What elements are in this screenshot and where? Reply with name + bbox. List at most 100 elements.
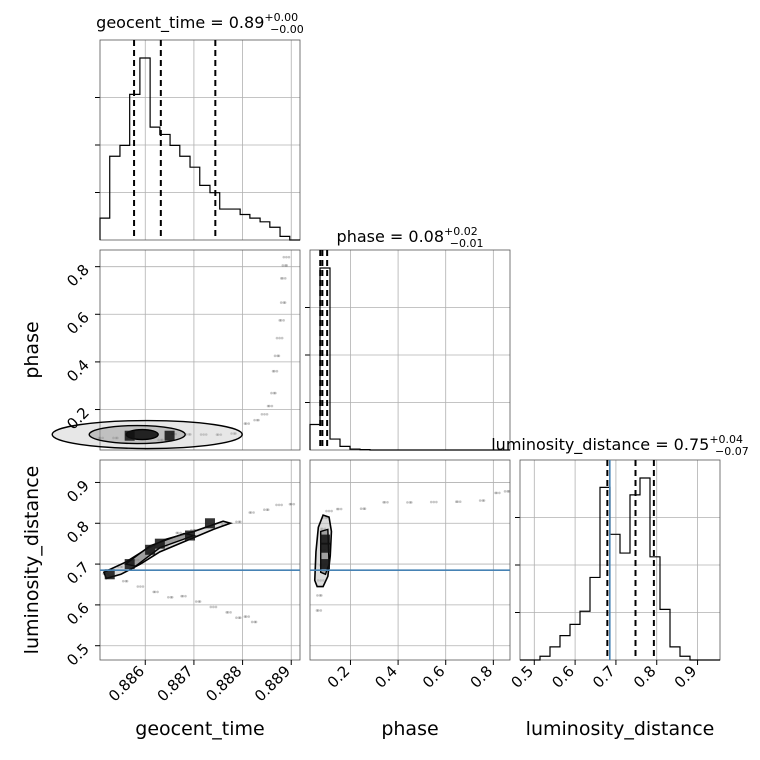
scatter-point bbox=[285, 255, 288, 259]
scatter-point bbox=[230, 432, 233, 435]
scatter-point bbox=[244, 422, 248, 425]
scatter-point bbox=[284, 264, 287, 267]
y-tick-label: 0.6 bbox=[63, 599, 93, 629]
scatter-point bbox=[283, 301, 287, 304]
scatter-point bbox=[180, 594, 183, 598]
scatter-point bbox=[506, 490, 509, 493]
scatter-point bbox=[275, 503, 278, 507]
scatter-point bbox=[260, 412, 264, 416]
scatter-point bbox=[212, 605, 215, 609]
scatter-point bbox=[159, 438, 163, 442]
scatter-point bbox=[481, 499, 485, 502]
x-tick-label: 0.4 bbox=[371, 662, 401, 692]
scatter-point bbox=[253, 418, 256, 422]
scatter-point bbox=[152, 590, 155, 594]
scatter-point bbox=[283, 277, 287, 280]
density-block bbox=[124, 430, 135, 441]
x-tick-label: 0.2 bbox=[324, 662, 354, 692]
density-block bbox=[320, 534, 330, 545]
scatter-point bbox=[243, 422, 247, 425]
scatter-point bbox=[277, 354, 281, 358]
panel-frame bbox=[519, 459, 721, 661]
scatter-point bbox=[255, 418, 259, 422]
scatter-point bbox=[386, 500, 389, 504]
y-axis-label: luminosity_distance bbox=[21, 466, 43, 655]
scatter-point bbox=[339, 507, 343, 511]
scatter-point bbox=[319, 609, 323, 612]
scatter-point bbox=[234, 432, 237, 435]
y-tick-label: 0.8 bbox=[63, 517, 93, 547]
x-tick-label: 0.8 bbox=[630, 662, 660, 692]
scatter-point bbox=[327, 509, 331, 513]
density-block bbox=[185, 530, 196, 541]
scatter-point bbox=[202, 433, 205, 436]
scatter-point bbox=[275, 369, 279, 373]
scatter-point bbox=[237, 616, 241, 620]
panel-frame bbox=[309, 459, 511, 661]
scatter-point bbox=[254, 620, 258, 624]
scatter-point bbox=[498, 491, 501, 495]
scatter-point bbox=[225, 611, 228, 614]
y-axis-label: phase bbox=[21, 321, 43, 378]
scatter-point bbox=[315, 609, 319, 612]
scatter-point bbox=[214, 605, 218, 609]
scatter-point bbox=[281, 277, 284, 280]
panel-title-geocent_time: geocent_time = 0.89+0.00 −0.00 bbox=[96, 11, 304, 36]
scatter-point bbox=[97, 436, 101, 440]
scatter-point bbox=[335, 507, 339, 511]
scatter-point bbox=[248, 511, 252, 514]
scatter-point bbox=[277, 503, 281, 507]
scatter-point bbox=[153, 590, 157, 594]
scatter-point bbox=[279, 301, 283, 304]
scatter-point bbox=[235, 616, 238, 620]
scatter-point bbox=[141, 585, 145, 588]
scatter-point bbox=[282, 301, 286, 304]
scatter-point bbox=[281, 264, 285, 267]
panel-distance-vs-phase bbox=[309, 459, 511, 661]
panel-hist-phase bbox=[305, 249, 511, 451]
scatter-point bbox=[257, 418, 260, 422]
scatter-point bbox=[429, 500, 433, 504]
scatter-point bbox=[280, 277, 283, 280]
panel-hist-geocent_time bbox=[95, 39, 301, 241]
scatter-point bbox=[318, 594, 322, 597]
panel-title-luminosity_distance: luminosity_distance = 0.75+0.04 −0.07 bbox=[491, 433, 749, 458]
panels-layer bbox=[51, 39, 721, 661]
density-block bbox=[154, 538, 165, 549]
scatter-point bbox=[287, 255, 291, 259]
scatter-point bbox=[271, 369, 275, 373]
density-block bbox=[320, 559, 330, 570]
scatter-point bbox=[280, 503, 283, 507]
scatter-point bbox=[247, 615, 251, 618]
scatter-point bbox=[274, 391, 277, 395]
scatter-point bbox=[198, 600, 202, 603]
panel-distance-vs-geocent_time bbox=[99, 459, 301, 661]
scatter-point bbox=[482, 499, 486, 502]
scatter-point bbox=[229, 611, 232, 614]
histogram-geocent_time bbox=[99, 57, 300, 241]
scatter-point bbox=[265, 412, 269, 416]
scatter-point bbox=[278, 319, 282, 322]
y-tick-label: 0.4 bbox=[63, 356, 93, 386]
panel-frame bbox=[99, 39, 301, 241]
scatter-point bbox=[174, 432, 178, 436]
scatter-point bbox=[292, 502, 296, 506]
scatter-point bbox=[156, 590, 159, 594]
scatter-point bbox=[169, 595, 173, 599]
scatter-point bbox=[289, 502, 293, 506]
scatter-point bbox=[337, 507, 340, 511]
scatter-point bbox=[265, 508, 269, 512]
panel-title-phase: phase = 0.08+0.02 −0.01 bbox=[337, 225, 484, 250]
scatter-point bbox=[247, 422, 251, 425]
scatter-point bbox=[125, 579, 129, 583]
scatter-point bbox=[268, 404, 271, 408]
scatter-point bbox=[239, 520, 242, 524]
x-tick-label: 0.6 bbox=[419, 662, 449, 692]
scatter-point bbox=[279, 319, 283, 322]
scatter-point bbox=[288, 502, 292, 506]
x-tick-label: 0.9 bbox=[671, 662, 701, 692]
scatter-point bbox=[237, 520, 241, 524]
scatter-point bbox=[478, 499, 482, 502]
scatter-point bbox=[253, 620, 257, 624]
scatter-point bbox=[432, 500, 436, 504]
